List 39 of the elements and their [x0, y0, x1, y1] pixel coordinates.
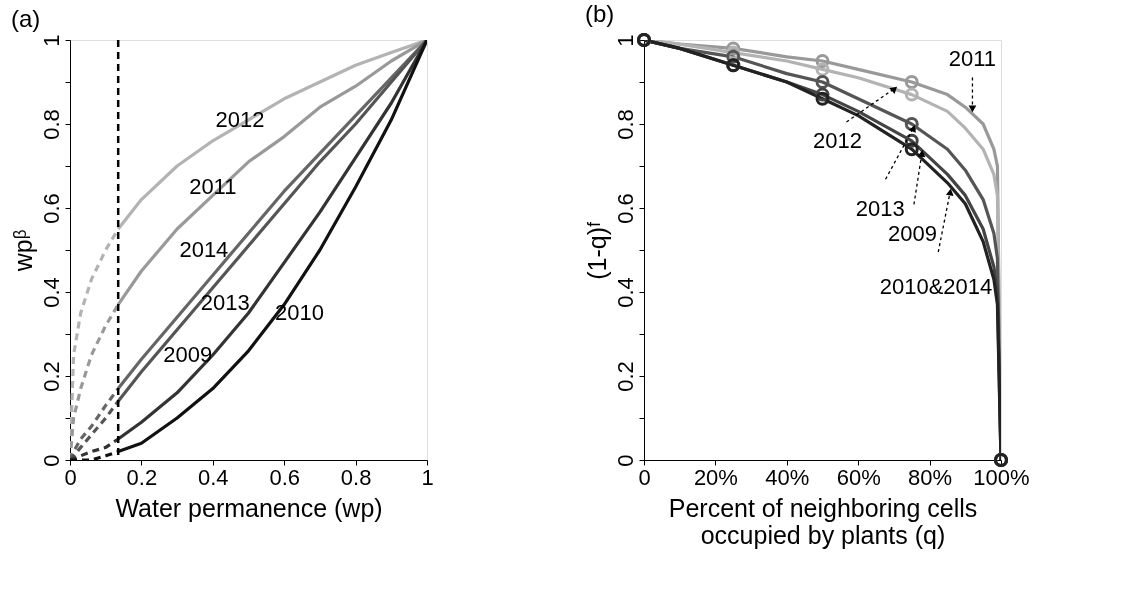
y-tick-label: 0.6: [612, 193, 638, 224]
annotation: 2010: [275, 300, 325, 325]
x-tick-label: 0.6: [269, 464, 300, 490]
chart-title: (a): [11, 4, 41, 32]
x-axis-title: Water permanence (wp): [115, 493, 383, 522]
x-tick-label: 1: [421, 464, 434, 490]
annotation: 2013: [200, 289, 250, 315]
annotation: 2011: [948, 46, 997, 72]
y-tick-label: 0.8: [612, 109, 638, 140]
y-axis-title: (1-q)ᶠ: [582, 220, 611, 280]
y-tick-label: 0: [612, 454, 638, 467]
annotation: 2013: [855, 196, 905, 221]
y-tick-label: 0.8: [38, 109, 64, 140]
y-tick-label: 0.6: [38, 193, 64, 224]
chart-title: (b): [585, 0, 615, 27]
x-tick-label: 80%: [908, 464, 953, 490]
x-axis-title: Percent of neighboring cells occupied by plants (q): [668, 493, 978, 549]
y-tick-label: 1: [612, 34, 638, 47]
y-tick-label: 1: [38, 34, 64, 47]
annotation: 2011: [189, 174, 237, 199]
annotation: 2010&2014: [879, 274, 993, 299]
annotation: 2009: [163, 342, 213, 367]
y-tick-label: 0.4: [612, 277, 638, 308]
x-tick-label: 60%: [836, 464, 881, 490]
annotation: 2014: [179, 237, 229, 262]
y-tick-label: 0: [38, 454, 64, 467]
x-tick-label: 100%: [973, 464, 1030, 490]
y-tick-label: 0.2: [38, 361, 64, 392]
x-tick-label: 20%: [693, 464, 738, 490]
y-tick-label: 0.2: [612, 361, 638, 392]
annotation: 2012: [215, 106, 265, 132]
y-axis-title: wpᵝ: [8, 229, 37, 273]
x-tick-label: 0.4: [198, 464, 229, 490]
annotation: 2009: [887, 221, 937, 247]
y-tick-label: 0.4: [38, 277, 64, 308]
x-tick-label: 0.8: [340, 464, 372, 490]
x-tick-label: 0.2: [126, 464, 158, 490]
x-tick-label: 40%: [765, 464, 810, 490]
annotation: 2012: [812, 128, 862, 154]
